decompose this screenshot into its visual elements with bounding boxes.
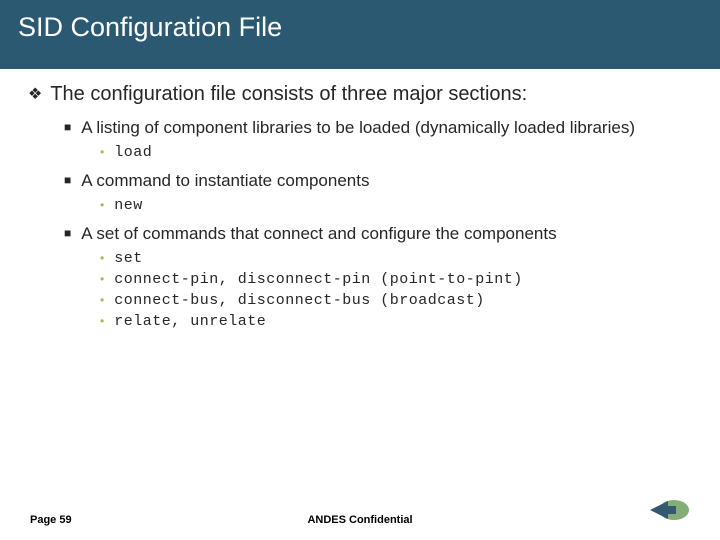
lvl3-text: connect-pin, disconnect-pin (point-to-pi… xyxy=(114,271,523,288)
bullet-lvl3: • set xyxy=(100,250,692,267)
bullet-lvl1: ❖ The configuration file consists of thr… xyxy=(28,83,692,106)
dot-bullet-icon: • xyxy=(100,146,104,158)
lvl3-text: new xyxy=(114,197,143,214)
dot-bullet-icon: • xyxy=(100,199,104,211)
lvl2-text: A listing of component libraries to be l… xyxy=(81,118,635,138)
bullet-lvl2: ■ A command to instantiate components xyxy=(64,171,692,191)
slide-title: SID Configuration File xyxy=(18,12,702,43)
bullet-lvl2: ■ A listing of component libraries to be… xyxy=(64,118,692,138)
section-1: ■ A command to instantiate components • … xyxy=(28,171,692,214)
lvl2-text: A set of commands that connect and confi… xyxy=(81,224,556,244)
square-bullet-icon: ■ xyxy=(64,226,71,240)
lvl3-text: load xyxy=(114,144,152,161)
confidential-label: ANDES Confidential xyxy=(307,514,412,526)
page-number: Page 59 xyxy=(30,514,72,526)
section-2: ■ A set of commands that connect and con… xyxy=(28,224,692,330)
slide-content: ❖ The configuration file consists of thr… xyxy=(0,69,720,330)
lvl3-text: connect-bus, disconnect-bus (broadcast) xyxy=(114,292,485,309)
bullet-lvl3: • new xyxy=(100,197,692,214)
dot-bullet-icon: • xyxy=(100,315,104,327)
bullet-lvl2: ■ A set of commands that connect and con… xyxy=(64,224,692,244)
lvl1-text: The configuration file consists of three… xyxy=(50,83,527,106)
bullet-lvl3: • relate, unrelate xyxy=(100,313,692,330)
back-nav-icon[interactable] xyxy=(646,497,690,528)
diamond-bullet-icon: ❖ xyxy=(28,84,42,104)
bullet-lvl3: • connect-bus, disconnect-bus (broadcast… xyxy=(100,292,692,309)
lvl3-text: relate, unrelate xyxy=(114,313,266,330)
section-0: ■ A listing of component libraries to be… xyxy=(28,118,692,161)
bullet-lvl3: • connect-pin, disconnect-pin (point-to-… xyxy=(100,271,692,288)
dot-bullet-icon: • xyxy=(100,273,104,285)
title-bar: SID Configuration File xyxy=(0,0,720,69)
square-bullet-icon: ■ xyxy=(64,120,71,134)
bullet-lvl3: • load xyxy=(100,144,692,161)
dot-bullet-icon: • xyxy=(100,294,104,306)
square-bullet-icon: ■ xyxy=(64,173,71,187)
lvl2-text: A command to instantiate components xyxy=(81,171,369,191)
lvl3-text: set xyxy=(114,250,143,267)
footer: Page 59 ANDES Confidential xyxy=(0,514,720,526)
dot-bullet-icon: • xyxy=(100,252,104,264)
